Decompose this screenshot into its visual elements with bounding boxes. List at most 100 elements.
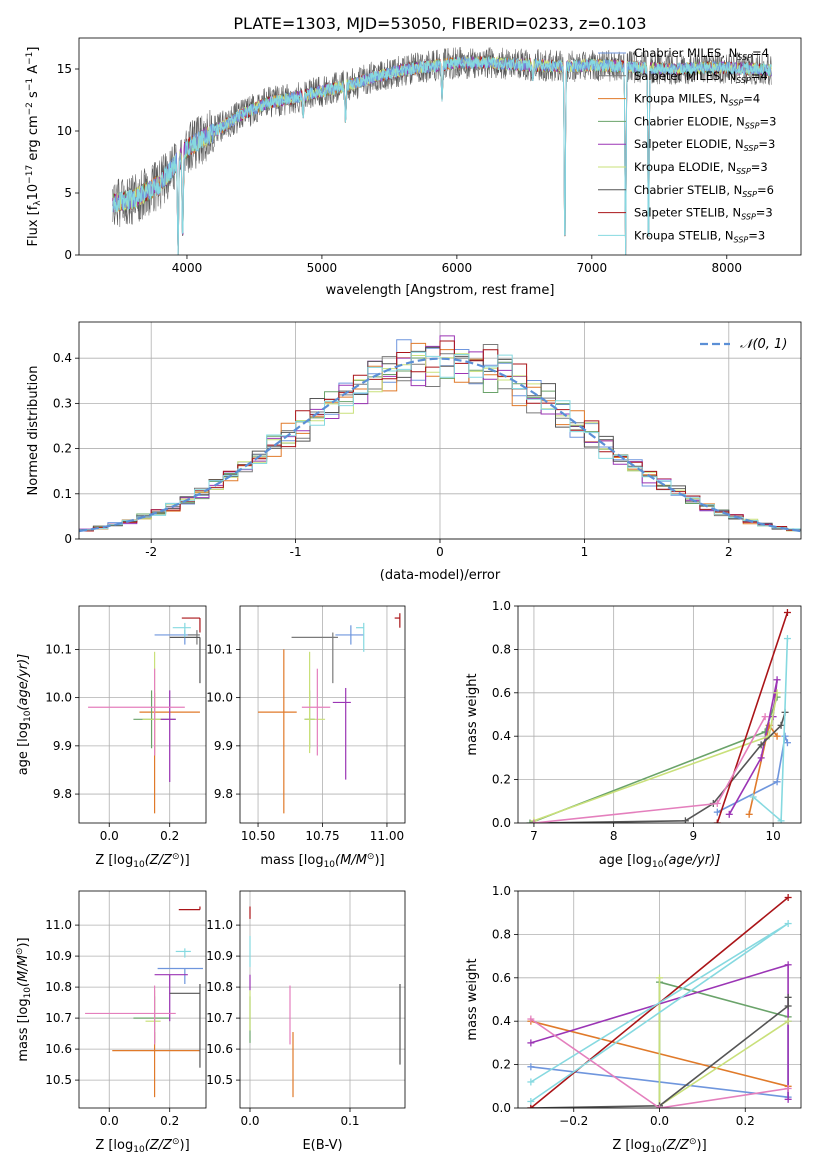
- legend-entry: Kroupa STELIB, NSSP=3: [634, 228, 765, 244]
- weight-series-kroupa-stelib: [749, 635, 791, 823]
- error-point-salpeter-elodie: [154, 974, 188, 1022]
- y-tick-label: 0.4: [53, 351, 72, 365]
- error-point-kroupa-stelib: [172, 622, 191, 638]
- y-tick-label: 0.6: [492, 686, 511, 700]
- x-tick-label: 1: [581, 545, 589, 559]
- y-tick-label: 0.2: [492, 773, 511, 787]
- axes-frame: [78, 890, 207, 1109]
- y-tick-label: 0.3: [53, 396, 72, 410]
- axes-frame: [78, 321, 802, 540]
- x-tick-label: 0.1: [340, 1114, 359, 1128]
- error-point-salpeter-stelib: [394, 613, 401, 628]
- error-point-kroupa-miles: [112, 1032, 200, 1098]
- error-point-pink: [85, 985, 176, 1045]
- weight-series-chabrier-elodie: [526, 693, 781, 823]
- y-tick-label: 10.9: [206, 949, 233, 963]
- weight-vs-metallicity-panel: −0.2 0.0 0.2 0.0 0.2 0.4 0.6 0.8 1.0 Z [log10(Z/Z…: [465, 884, 802, 1155]
- x-tick-label: 11.00: [370, 829, 404, 843]
- x-tick-label: 0.0: [240, 1114, 259, 1128]
- weight-series-pink: [527, 1015, 792, 1108]
- axes-frame: [78, 37, 802, 256]
- y-axis-label: Flux [fλ10−17 erg cm−2 s−1 A−1]: [25, 47, 43, 247]
- x-axis-label: Z [log10(Z/Z⊙)]: [612, 1137, 706, 1155]
- x-tick-label: 0.0: [100, 829, 119, 843]
- x-axis-label: Z [log10(Z/Z⊙)]: [95, 852, 189, 870]
- error-point-chabrier-elodie: [133, 996, 170, 1043]
- error-point-salpeter-elodie: [332, 687, 351, 780]
- x-tick-label: 7: [530, 829, 538, 843]
- x-tick-label: 10.50: [241, 829, 275, 843]
- x-tick-label: 8000: [712, 261, 743, 275]
- figure-title: PLATE=1303, MJD=53050, FIBERID=0233, z=0…: [233, 14, 646, 33]
- y-tick-label: 0: [64, 248, 72, 262]
- x-axis-label: E(B-V): [302, 1138, 342, 1153]
- mass-vs-extinction-panel: 0.0 0.1 10.5 10.6 10.7 10.8 10.9 11.0 E(B-V): [206, 890, 406, 1153]
- y-tick-label: 10: [57, 124, 72, 138]
- y-tick-label: 0.4: [492, 729, 511, 743]
- y-tick-label: 5: [64, 186, 72, 200]
- x-axis-label: age [log10(age/yr)]: [599, 853, 721, 870]
- weight-series-kroupa-stelib: [527, 920, 792, 1105]
- y-tick-label: 10.6: [45, 1042, 72, 1056]
- y-tick-label: 0.0: [492, 816, 511, 830]
- x-tick-label: −0.2: [559, 1114, 588, 1128]
- spectrum-panel: 4000 5000 6000 7000 8000 0 5 10 15 wavelength [An…: [25, 37, 802, 298]
- age-vs-metallicity-panel: 0.0 0.2 9.8 9.9 10.0 10.1 Z [log10(Z/Z⊙)] age […: [16, 605, 207, 870]
- y-tick-label: 11.0: [45, 918, 72, 932]
- weight-series-salpeter-stelib: [713, 609, 791, 823]
- error-point-salpeter-miles: [291, 632, 338, 684]
- x-tick-label: 2: [725, 545, 733, 559]
- y-tick-label: 1.0: [492, 884, 511, 898]
- x-tick-label: 8: [610, 829, 618, 843]
- y-tick-label: 11.0: [206, 918, 233, 932]
- x-tick-label: 0.2: [160, 829, 179, 843]
- y-axis-label: age [log10(age/yr)]: [16, 654, 33, 776]
- normal-curve: [79, 357, 801, 533]
- error-point-salpeter-stelib: [178, 906, 201, 911]
- x-tick-label: 7000: [577, 261, 608, 275]
- error-point-kroupa-stelib: [175, 948, 191, 958]
- y-tick-label: 0.1: [53, 487, 72, 501]
- error-point-kroupa-stelib: [356, 622, 365, 652]
- x-axis-label: (data-model)/error: [380, 568, 501, 583]
- x-tick-label: -1: [290, 545, 302, 559]
- x-tick-label: 10.75: [305, 829, 339, 843]
- y-tick-label: 0: [64, 532, 72, 546]
- y-axis-label: mass weight: [465, 673, 480, 755]
- x-axis-label: wavelength [Angstrom, rest frame]: [326, 283, 555, 298]
- legend-entry: Kroupa MILES, NSSP=4: [634, 92, 760, 108]
- y-tick-label: 0.2: [492, 1058, 511, 1072]
- legend-entry: 𝒩(0, 1): [740, 337, 787, 352]
- y-tick-label: 10.0: [206, 691, 233, 705]
- spectrum-line-salpeter-elodie: [112, 55, 772, 255]
- residual-histogram-panel: -2 -1 0 1 2 0 0.1 0.2 0.3 0.4 (data-model)/error No…: [26, 321, 802, 583]
- x-tick-label: 0.0: [650, 1114, 669, 1128]
- spectrum-line-kroupa-elodie: [112, 56, 772, 255]
- x-tick-label: 9: [690, 829, 698, 843]
- weight-series-chabrier-stelib: [530, 708, 789, 823]
- error-point-kroupa-elodie: [145, 990, 161, 1031]
- x-tick-label: 6000: [442, 261, 473, 275]
- y-tick-label: 9.9: [214, 739, 233, 753]
- legend-entry: Salpeter MILES, NSSP=4: [634, 69, 768, 85]
- spectrum-line-chabrier-elodie: [112, 56, 772, 255]
- y-tick-label: 0.0: [492, 1101, 511, 1115]
- y-tick-label: 10.0: [45, 691, 72, 705]
- weight-series-pink: [530, 713, 769, 823]
- y-tick-label: 10.5: [206, 1073, 233, 1087]
- y-axis-label: mass weight: [465, 958, 480, 1040]
- y-tick-label: 10.7: [45, 1011, 72, 1025]
- legend-entry: Chabrier STELIB, NSSP=6: [634, 183, 774, 199]
- y-tick-label: 0.4: [492, 1014, 511, 1028]
- y-tick-label: 10.1: [206, 642, 233, 656]
- y-tick-label: 15: [57, 62, 72, 76]
- x-axis-label: mass [log10(M/M⊙)]: [260, 852, 384, 870]
- y-axis-label: mass [log10(M/M⊙)]: [15, 937, 33, 1061]
- error-point-chabrier-miles: [335, 625, 364, 645]
- axes-frame: [239, 605, 406, 824]
- error-point-kroupa-miles: [258, 649, 297, 814]
- y-tick-label: 10.7: [206, 1011, 233, 1025]
- axes-frame: [78, 605, 207, 824]
- error-point-salpeter-elodie_pink: [301, 668, 331, 756]
- x-axis-label: Z [log10(Z/Z⊙)]: [95, 1137, 189, 1155]
